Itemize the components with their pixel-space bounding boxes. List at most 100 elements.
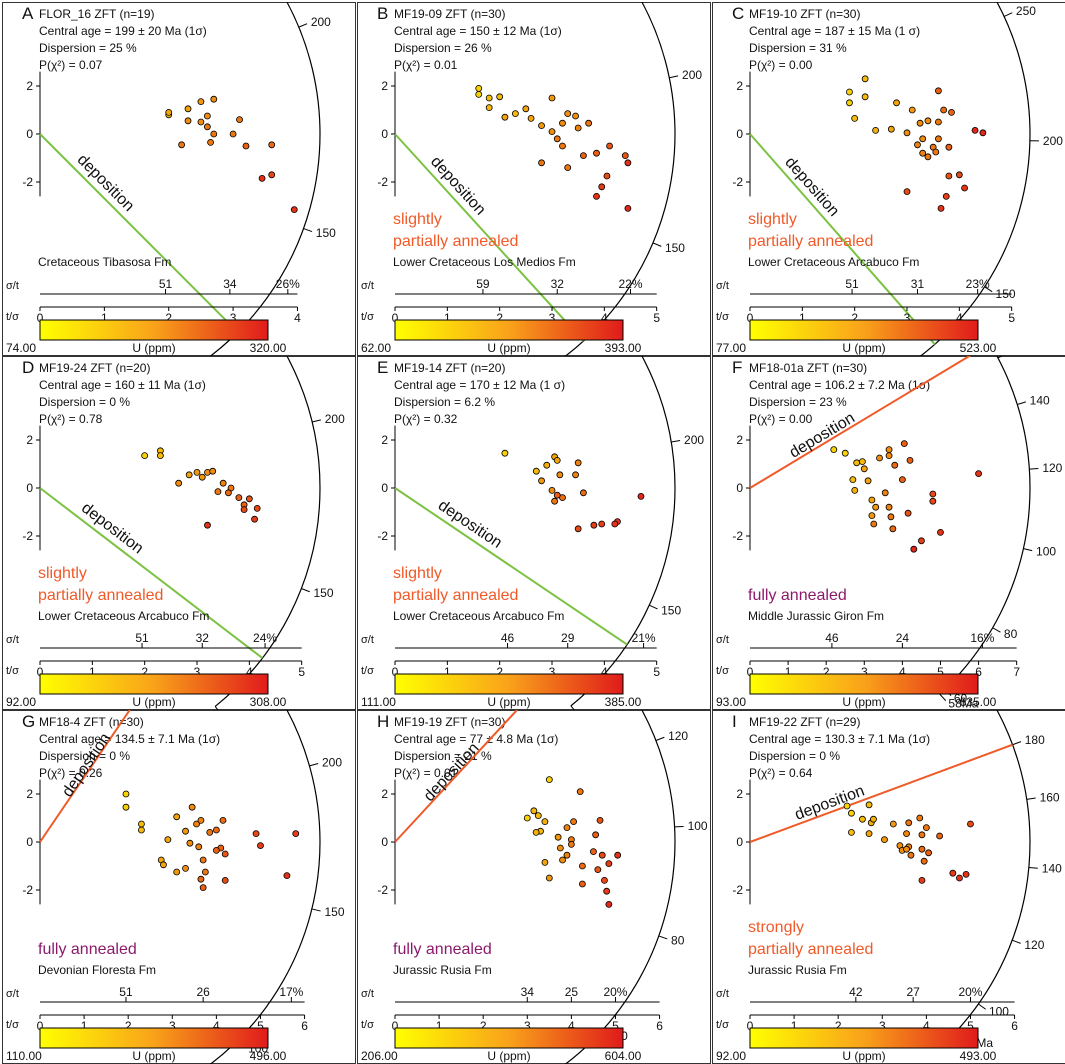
age-tick	[1029, 468, 1039, 470]
grain-point	[945, 172, 953, 180]
age-tick-label: 200	[1043, 134, 1063, 148]
grain-point	[572, 471, 579, 479]
y-tick-label: -2	[377, 883, 388, 897]
y-tick-label: -2	[22, 883, 33, 897]
grain-point	[603, 887, 611, 895]
data-points	[846, 75, 987, 212]
panel-c: C MF19-10 ZFT (n=30) Central age = 187 ± 1…	[712, 2, 1065, 356]
grain-point	[138, 820, 145, 828]
grain-point	[937, 204, 945, 212]
t-sigma-tick-label: 4	[601, 665, 608, 679]
y-tick-label: -2	[732, 529, 743, 543]
grain-point	[292, 830, 300, 837]
grain-point	[848, 809, 855, 817]
sigma-t-tick-label: 51	[159, 277, 173, 291]
u-axis-label: U (ppm)	[132, 695, 175, 709]
grain-point	[197, 98, 205, 105]
p-chi-square: P(χ²) = 0.01	[394, 58, 458, 72]
grain-point	[221, 850, 229, 858]
sigma-t-tick-label: 59	[476, 277, 490, 291]
age-tick-label: 180	[1025, 733, 1045, 747]
grain-point	[956, 874, 963, 882]
u-max-label: 393.00	[605, 341, 642, 355]
grain-point	[868, 512, 876, 520]
radial-plot-svg: E MF19-14 ZFT (n=20) Central age = 170 ± 1…	[357, 356, 711, 710]
t-sigma-tick-label: 6	[1011, 1019, 1018, 1033]
t-sigma-tick-label: 1	[101, 311, 108, 325]
sigma-t-tick-label: 21%	[632, 631, 656, 645]
grain-point	[885, 446, 893, 453]
grain-point	[918, 845, 926, 853]
formation-label: Devonian Floresta Fm	[38, 963, 156, 977]
grain-point	[585, 119, 593, 127]
t-sigma-label: t/σ	[716, 665, 729, 677]
grain-point	[553, 135, 561, 143]
grain-point	[186, 839, 194, 847]
radial-plot-svg: A FLOR_16 ZFT (n=19) Central age = 199 ± 2…	[2, 2, 356, 356]
central-age: Central age = 199 ± 20 Ma (1σ)	[39, 24, 207, 38]
t-sigma-tick-label: 3	[879, 1019, 886, 1033]
grain-point	[545, 874, 553, 882]
grain-point	[574, 525, 582, 533]
grain-point	[574, 124, 582, 132]
u-axis-label: U (ppm)	[842, 341, 885, 355]
grain-point	[918, 537, 925, 545]
panel-letter: A	[22, 4, 34, 23]
p-chi-square: P(χ²) = 0.26	[39, 766, 103, 780]
grain-point	[624, 204, 632, 212]
grain-point	[598, 851, 606, 859]
sigma-t-tick-label: 46	[501, 631, 515, 645]
grain-point	[138, 826, 145, 834]
grain-point	[173, 813, 181, 821]
t-sigma-tick-label: 1	[444, 665, 451, 679]
grain-point	[843, 802, 851, 810]
grain-point	[184, 105, 192, 113]
t-sigma-tick-label: 3	[549, 665, 556, 679]
grain-point	[554, 833, 562, 841]
sigma-t-tick-label: 42	[849, 985, 863, 999]
data-points	[141, 447, 261, 529]
grain-point	[572, 112, 579, 120]
u-colorbar	[394, 319, 624, 341]
grain-point	[268, 171, 276, 179]
dispersion: Dispersion = 25 %	[39, 41, 137, 55]
age-tick	[1023, 548, 1033, 552]
grain-point	[553, 457, 561, 464]
grain-point	[851, 115, 859, 122]
grain-point	[916, 119, 924, 127]
central-age: Central age = 187 ± 15 Ma (1 σ)	[749, 24, 920, 38]
sigma-t-label: σ/t	[6, 634, 19, 646]
grain-point	[893, 99, 900, 107]
panel-letter: F	[732, 358, 742, 377]
panel-d: D MF19-24 ZFT (n=20) Central age = 160 ± 1…	[2, 356, 356, 710]
sigma-t-tick-label: 26%	[276, 277, 300, 291]
t-sigma-label: t/σ	[6, 665, 19, 677]
y-tick-label: 0	[736, 127, 743, 141]
grain-point	[523, 814, 531, 822]
sigma-t-tick-label: 32	[551, 277, 565, 291]
age-tick	[311, 908, 321, 912]
age-tick-label: 160	[1010, 356, 1030, 359]
grain-point	[207, 138, 214, 146]
grain-point	[637, 492, 645, 500]
grain-point	[538, 477, 545, 485]
t-sigma-tick-label: 1	[436, 1019, 443, 1033]
age-tick	[649, 604, 658, 610]
grain-point	[559, 119, 566, 127]
data-points	[843, 801, 974, 884]
radial-age-scale: 327Ma250200150105Ma	[570, 356, 704, 710]
grain-point	[590, 848, 597, 856]
radial-plot-svg: F MF18-01a ZFT (n=30) Central age = 106.2 …	[712, 356, 1065, 710]
grain-point	[935, 87, 942, 95]
grain-point	[563, 851, 571, 859]
t-sigma-axis: t/σ 0 1 2 3 4 5	[361, 660, 660, 679]
t-sigma-tick-label: 4	[568, 1019, 575, 1033]
data-points	[165, 95, 298, 214]
t-sigma-tick-label: 1	[444, 311, 451, 325]
central-age: Central age = 150 ± 12 Ma (1σ)	[394, 24, 562, 38]
grain-point	[887, 513, 895, 521]
grain-point	[593, 149, 600, 157]
t-sigma-tick-label: 1	[81, 1019, 88, 1033]
grain-point	[548, 486, 556, 494]
grain-point	[235, 494, 243, 502]
